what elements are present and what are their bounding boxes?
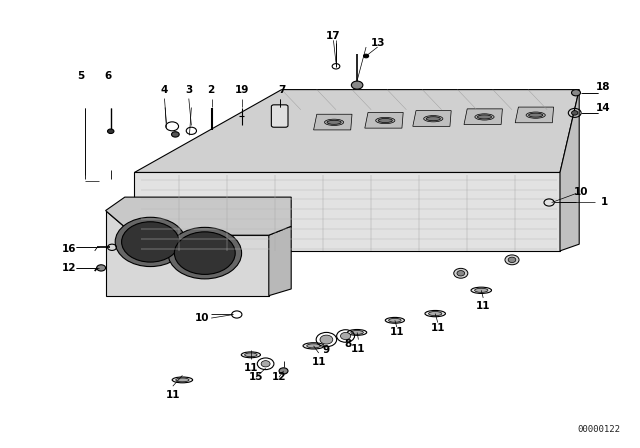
Text: 2: 2 [207,85,215,95]
Ellipse shape [176,378,189,382]
Text: 6: 6 [104,71,111,81]
Ellipse shape [424,116,443,122]
Text: 11: 11 [166,390,180,400]
Ellipse shape [172,377,193,383]
Ellipse shape [385,318,404,323]
Text: 11: 11 [244,363,258,373]
Polygon shape [464,109,502,125]
Text: 11: 11 [431,323,445,333]
Text: 5: 5 [77,71,85,81]
Ellipse shape [241,352,260,358]
Text: 11: 11 [351,344,365,353]
Polygon shape [134,172,560,251]
Polygon shape [106,197,291,235]
Circle shape [172,132,179,137]
Text: 4: 4 [161,85,168,95]
Ellipse shape [454,268,468,278]
Polygon shape [106,211,269,296]
Text: 14: 14 [596,103,610,113]
Text: 1: 1 [601,198,609,207]
Polygon shape [365,112,403,128]
Ellipse shape [168,228,242,279]
Ellipse shape [475,114,494,120]
Polygon shape [560,90,579,251]
Ellipse shape [526,112,545,118]
Ellipse shape [303,343,324,349]
Text: 8: 8 [344,339,351,349]
Text: 11: 11 [476,301,490,310]
Polygon shape [134,90,579,172]
Text: 16: 16 [62,244,76,254]
Circle shape [351,81,363,89]
Ellipse shape [378,118,392,123]
Text: 00000122: 00000122 [578,425,621,434]
Ellipse shape [115,217,186,267]
Circle shape [261,361,270,367]
Text: 15: 15 [249,372,263,382]
Ellipse shape [425,310,445,317]
Ellipse shape [477,115,492,119]
Ellipse shape [471,287,492,293]
Circle shape [279,368,288,374]
Text: 17: 17 [326,31,340,41]
Text: 12: 12 [62,263,76,273]
Ellipse shape [174,232,236,274]
FancyBboxPatch shape [271,105,288,127]
Text: 10: 10 [574,187,588,197]
Text: 11: 11 [312,357,326,367]
Ellipse shape [327,121,341,125]
Polygon shape [413,111,451,126]
Ellipse shape [307,344,321,348]
Ellipse shape [324,119,344,125]
Polygon shape [515,107,554,123]
Circle shape [108,129,114,134]
Text: 18: 18 [596,82,610,92]
Polygon shape [269,226,291,296]
Ellipse shape [351,331,364,334]
Text: 12: 12 [272,372,286,382]
Text: 7: 7 [278,85,285,95]
Text: 9: 9 [323,345,330,355]
Polygon shape [314,114,352,130]
Ellipse shape [122,222,179,262]
Circle shape [572,90,580,96]
Circle shape [320,335,333,344]
Text: 13: 13 [371,38,385,47]
Ellipse shape [426,117,440,121]
Ellipse shape [475,288,488,293]
Ellipse shape [529,113,543,117]
Ellipse shape [244,353,257,357]
Circle shape [340,332,351,340]
Ellipse shape [348,330,367,335]
Text: 19: 19 [235,85,249,95]
Ellipse shape [388,319,401,322]
Circle shape [97,265,106,271]
Circle shape [572,111,578,115]
Ellipse shape [505,255,519,265]
Text: 11: 11 [390,327,404,337]
Ellipse shape [376,117,395,124]
Ellipse shape [508,257,516,263]
Text: 3: 3 [185,85,193,95]
Ellipse shape [429,311,442,316]
Circle shape [364,54,369,58]
Ellipse shape [457,271,465,276]
Text: 10: 10 [195,313,209,323]
